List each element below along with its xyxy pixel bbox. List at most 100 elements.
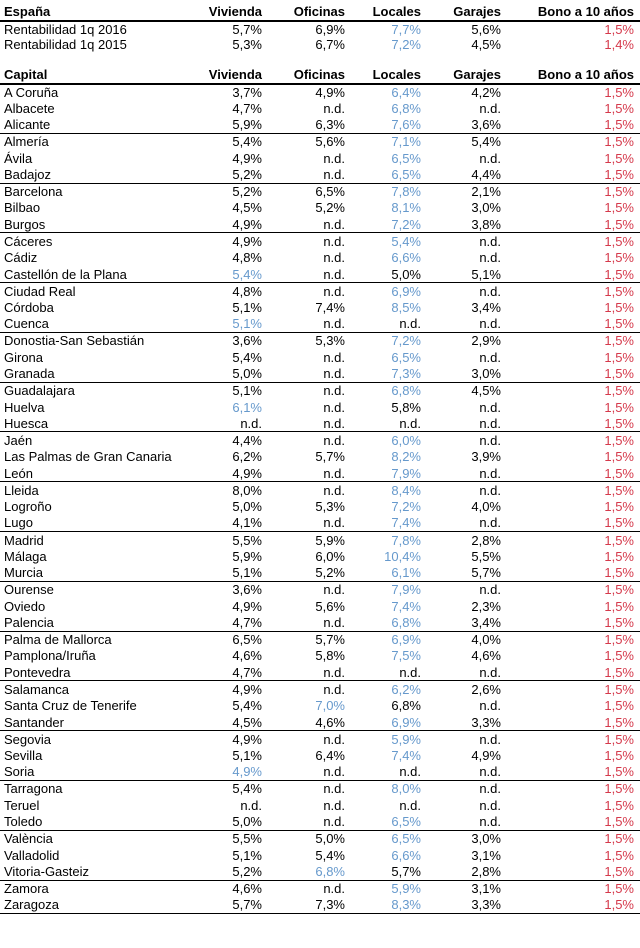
vivienda-cell[interactable]: 5,1% xyxy=(232,300,262,316)
oficinas-cell[interactable]: 5,7% xyxy=(315,449,345,465)
garajes-cell[interactable]: 4,0% xyxy=(471,499,501,515)
oficinas-cell[interactable]: 6,9% xyxy=(315,22,345,37)
vivienda-cell[interactable]: 5,0% xyxy=(200,365,268,383)
garajes-cell[interactable]: 4,4% xyxy=(427,166,507,184)
bono-cell[interactable]: 1,5% xyxy=(604,383,634,399)
bono-cell[interactable]: 1,5% xyxy=(604,399,634,415)
locales-cell[interactable]: 6,9% xyxy=(391,632,421,648)
oficinas-cell[interactable]: n.d. xyxy=(323,881,345,897)
espana-section-title[interactable]: España xyxy=(0,3,200,22)
table-row[interactable]: Huesca n.d. n.d. n.d. n.d. 1,5% xyxy=(0,415,640,433)
bono-cell[interactable]: 1,5% xyxy=(604,100,634,116)
vivienda-cell[interactable]: 6,2% xyxy=(232,449,262,465)
row-label[interactable]: Tarragona xyxy=(4,781,63,797)
bono-cell[interactable]: 1,5% xyxy=(604,731,634,747)
col-header-garajes[interactable]: Garajes xyxy=(427,65,507,85)
row-label[interactable]: Zamora xyxy=(4,881,49,897)
table-row[interactable]: Lugo 4,1% n.d. 7,4% n.d. 1,5% xyxy=(0,514,640,533)
row-label[interactable]: Lugo xyxy=(0,514,200,533)
oficinas-cell[interactable]: n.d. xyxy=(323,233,345,249)
vivienda-cell[interactable]: 4,7% xyxy=(232,100,262,116)
vivienda-cell[interactable]: 4,1% xyxy=(200,514,268,533)
bono-cell[interactable]: 1,4% xyxy=(604,37,634,53)
garajes-cell[interactable]: 2,8% xyxy=(427,863,507,881)
vivienda-cell[interactable]: 6,5% xyxy=(232,632,262,648)
table-row[interactable]: Santa Cruz de Tenerife 5,4% 7,0% 6,8% n.… xyxy=(0,697,640,714)
locales-cell[interactable]: 6,5% xyxy=(351,813,427,831)
vivienda-cell[interactable]: 4,5% xyxy=(232,200,262,216)
table-row[interactable]: Cáceres 4,9% n.d. 5,4% n.d. 1,5% xyxy=(0,233,640,250)
vivienda-cell[interactable]: 4,8% xyxy=(232,250,262,266)
garajes-cell[interactable]: n.d. xyxy=(427,763,507,781)
table-row[interactable]: Rentabilidad 1q 2015 5,3% 6,7% 7,2% 4,5%… xyxy=(0,37,640,53)
garajes-cell[interactable]: n.d. xyxy=(479,250,501,266)
vivienda-cell[interactable]: 4,9% xyxy=(200,216,268,234)
garajes-cell[interactable]: 5,1% xyxy=(427,266,507,284)
bono-cell[interactable]: 1,5% xyxy=(507,514,640,533)
bono-cell[interactable]: 1,5% xyxy=(507,266,640,284)
row-label[interactable]: León xyxy=(0,465,200,483)
garajes-cell[interactable]: 4,0% xyxy=(471,632,501,648)
table-row[interactable]: Almería 5,4% 5,6% 7,1% 5,4% 1,5% xyxy=(0,133,640,150)
bono-cell[interactable]: 1,5% xyxy=(604,632,634,648)
oficinas-cell[interactable]: n.d. xyxy=(268,763,351,781)
bono-cell[interactable]: 1,5% xyxy=(507,116,640,134)
row-label[interactable]: Cádiz xyxy=(4,250,38,266)
garajes-cell[interactable]: 2,6% xyxy=(471,681,501,697)
vivienda-cell[interactable]: 3,6% xyxy=(232,333,262,349)
table-row[interactable]: A Coruña 3,7% 4,9% 6,4% 4,2% 1,5% xyxy=(0,84,640,101)
garajes-cell[interactable]: n.d. xyxy=(427,813,507,831)
vivienda-cell[interactable]: 4,4% xyxy=(232,433,262,449)
bono-cell[interactable]: 1,5% xyxy=(604,598,634,614)
bono-cell[interactable]: 1,5% xyxy=(507,465,640,483)
bono-cell[interactable]: 1,5% xyxy=(604,84,634,100)
row-label[interactable]: Las Palmas de Gran Canaria xyxy=(4,449,172,465)
locales-cell[interactable]: 8,4% xyxy=(391,482,421,498)
garajes-cell[interactable]: n.d. xyxy=(479,698,501,714)
oficinas-cell[interactable]: n.d. xyxy=(268,266,351,284)
garajes-cell[interactable]: n.d. xyxy=(427,514,507,533)
table-row[interactable]: Santander 4,5% 4,6% 6,9% 3,3% 1,5% xyxy=(0,714,640,732)
locales-cell[interactable]: n.d. xyxy=(351,763,427,781)
vivienda-cell[interactable]: 5,3% xyxy=(232,37,262,53)
garajes-cell[interactable]: 5,4% xyxy=(471,134,501,150)
oficinas-cell[interactable]: n.d. xyxy=(268,216,351,234)
oficinas-cell[interactable]: 5,3% xyxy=(315,499,345,515)
vivienda-cell[interactable]: 5,2% xyxy=(200,166,268,184)
vivienda-cell[interactable]: 5,1% xyxy=(232,383,262,399)
garajes-cell[interactable]: n.d. xyxy=(479,100,501,116)
row-label[interactable]: Huelva xyxy=(4,399,45,415)
oficinas-cell[interactable]: 6,4% xyxy=(315,748,345,764)
row-label[interactable]: Pamplona/Iruña xyxy=(4,648,96,664)
bono-cell[interactable]: 1,5% xyxy=(604,797,634,813)
oficinas-cell[interactable]: n.d. xyxy=(323,681,345,697)
row-label[interactable]: Madrid xyxy=(4,532,44,548)
vivienda-cell[interactable]: 4,6% xyxy=(232,648,262,664)
locales-cell[interactable]: 7,6% xyxy=(351,116,427,134)
locales-cell[interactable]: 7,4% xyxy=(391,598,421,614)
row-label[interactable]: Jaén xyxy=(4,433,33,449)
bono-cell[interactable]: 1,5% xyxy=(507,813,640,831)
locales-cell[interactable]: n.d. xyxy=(351,415,427,433)
locales-cell[interactable]: 6,4% xyxy=(391,84,421,100)
bono-cell[interactable]: 1,5% xyxy=(604,881,634,897)
col-header-garajes[interactable]: Garajes xyxy=(427,3,507,22)
garajes-cell[interactable]: 2,3% xyxy=(471,598,501,614)
table-row[interactable]: Málaga 5,9% 6,0% 10,4% 5,5% 1,5% xyxy=(0,548,640,565)
oficinas-cell[interactable]: 5,0% xyxy=(315,831,345,847)
garajes-cell[interactable]: 4,2% xyxy=(471,84,501,100)
locales-cell[interactable]: 5,9% xyxy=(391,881,421,897)
col-header-vivienda[interactable]: Vivienda xyxy=(200,3,268,22)
bono-cell[interactable]: 1,5% xyxy=(507,166,640,184)
bono-cell[interactable]: 1,5% xyxy=(604,134,634,150)
row-label[interactable]: Palma de Mallorca xyxy=(4,632,112,648)
bono-cell[interactable]: 1,5% xyxy=(507,863,640,881)
row-label[interactable]: Murcia xyxy=(0,564,200,582)
garajes-cell[interactable]: 4,9% xyxy=(471,748,501,764)
locales-cell[interactable]: 6,6% xyxy=(391,847,421,863)
table-row[interactable]: Pontevedra 4,7% n.d. n.d. n.d. 1,5% xyxy=(0,664,640,682)
locales-cell[interactable]: 5,0% xyxy=(351,266,427,284)
oficinas-cell[interactable]: 5,7% xyxy=(315,632,345,648)
table-row[interactable]: León 4,9% n.d. 7,9% n.d. 1,5% xyxy=(0,465,640,483)
table-row[interactable]: Valladolid 5,1% 5,4% 6,6% 3,1% 1,5% xyxy=(0,847,640,864)
